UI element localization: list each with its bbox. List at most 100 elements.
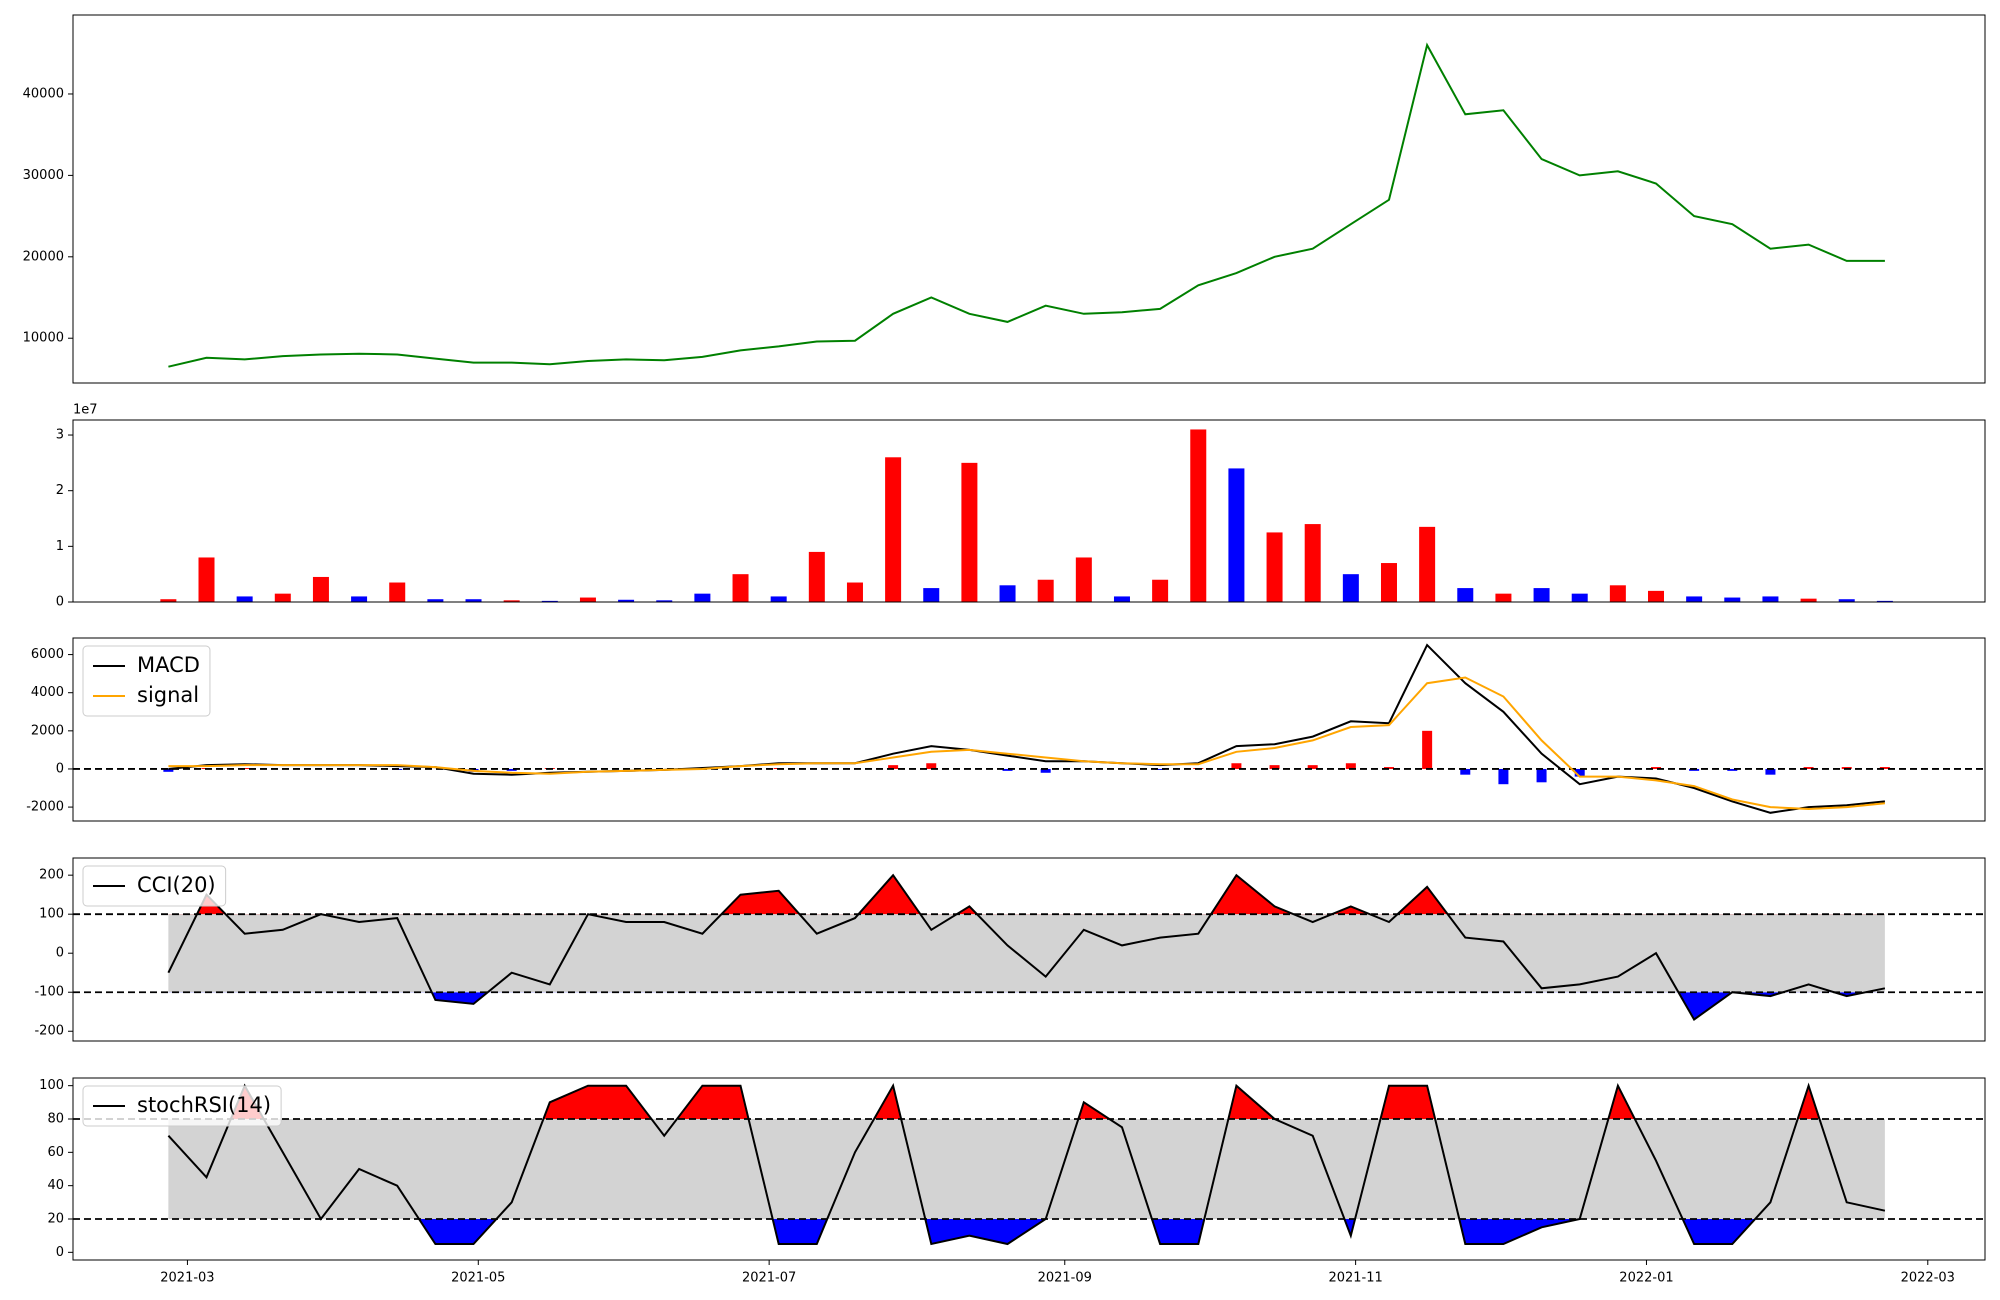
y-tick-label: -2000 [26, 800, 64, 815]
histogram-bar [1231, 763, 1242, 769]
volume-bar [618, 599, 635, 602]
volume-bar [1686, 596, 1703, 602]
histogram-bar [1574, 768, 1585, 777]
y-tick-label: 100 [39, 1078, 64, 1093]
y-tick-label: 6000 [31, 647, 64, 662]
oversold-fill [168, 1219, 1885, 1244]
axes-frame [72, 14, 1986, 384]
y-tick-label: 20 [47, 1212, 64, 1227]
axes-frame [72, 637, 1986, 822]
histogram-bar [1803, 767, 1814, 769]
volume-bar [1190, 429, 1207, 602]
volume-bar [427, 599, 444, 602]
x-tick-label: 2021-09 [1038, 1271, 1092, 1286]
series-line [167, 1082, 1886, 1246]
y-tick-label: 1 [56, 539, 64, 554]
x-tick-label: 2022-01 [1619, 1271, 1673, 1286]
histogram-bar [1536, 768, 1547, 783]
histogram-bar [1002, 768, 1013, 771]
oversold-fill [431, 992, 1866, 1020]
overbought-fill [168, 1085, 1885, 1119]
axes-frame [72, 1077, 1986, 1261]
histogram-bar [1040, 768, 1051, 773]
volume-bar [1571, 593, 1588, 602]
volume-bar [351, 596, 368, 602]
volume-bar [160, 599, 177, 602]
histogram-bar [926, 763, 937, 769]
x-tick-label: 2021-07 [742, 1271, 796, 1286]
histogram-bar [1307, 765, 1318, 769]
neutral-band [168, 914, 1885, 993]
histogram-bar [1422, 730, 1433, 769]
y-tick-label: 3 [56, 428, 64, 443]
x-tick-label: 2021-05 [451, 1271, 505, 1286]
y-tick-label: 40000 [23, 86, 64, 101]
y-tick-label: 4000 [31, 685, 64, 700]
x-tick-label: 2021-11 [1328, 1271, 1382, 1286]
y-tick-label: 100 [39, 907, 64, 922]
volume-bar [808, 551, 825, 602]
series-line [168, 676, 1885, 811]
histogram-bar [1383, 767, 1394, 769]
volume-bar [923, 588, 940, 602]
histogram-bar [1879, 767, 1890, 769]
volume-bar [1380, 563, 1397, 602]
histogram-bar [1345, 763, 1356, 769]
volume-bar [1075, 557, 1092, 602]
volume-bar [1266, 532, 1283, 602]
volume-bar [198, 557, 215, 602]
volume-bar [1800, 598, 1817, 602]
histogram-bar [1651, 767, 1662, 769]
volume-bar [999, 585, 1016, 602]
volume-bar [694, 593, 711, 602]
volume-bar [1533, 588, 1550, 602]
y-tick-label: 20000 [23, 249, 64, 264]
legend-box [82, 1085, 282, 1127]
volume-bar [1838, 599, 1855, 602]
volume-bar [312, 576, 329, 602]
histogram-bar [1841, 767, 1852, 769]
histogram-bar [888, 765, 899, 769]
y-tick-label: 0 [56, 1245, 64, 1260]
histogram-bar [1155, 768, 1166, 770]
y-tick-label: 80 [47, 1112, 64, 1127]
volume-bar [579, 597, 596, 602]
y-tick-label: 2000 [31, 723, 64, 738]
y-tick-label: 10000 [23, 331, 64, 346]
y-tick-label: 0 [56, 595, 64, 610]
volume-bar [732, 574, 749, 602]
y-tick-label: 60 [47, 1145, 64, 1160]
series-line [167, 873, 1886, 1021]
y-tick-label: 2 [56, 483, 64, 498]
x-tick-label: 2021-03 [160, 1271, 214, 1286]
volume-bar [1342, 574, 1359, 602]
legend-label: stochRSI(14) [137, 1093, 271, 1117]
volume-bar [1762, 596, 1779, 602]
volume-bar [1152, 579, 1169, 602]
histogram-bar [1727, 768, 1738, 771]
volume-bar [389, 582, 406, 602]
legend-label: MACD [137, 653, 200, 677]
histogram-bar [1765, 768, 1776, 775]
legend-box [82, 645, 211, 717]
volume-bar [1457, 588, 1474, 602]
histogram-bar [506, 768, 517, 771]
volume-bar [1648, 590, 1665, 602]
volume-bar [770, 596, 787, 602]
volume-bar [541, 600, 558, 602]
volume-bar [1037, 579, 1054, 602]
x-tick-label: 2022-03 [1901, 1271, 1955, 1286]
neutral-band [168, 1119, 1885, 1219]
histogram-bar [1498, 768, 1509, 785]
volume-bar [465, 599, 482, 602]
y-tick-label: 40 [47, 1178, 64, 1193]
histogram-bar [163, 768, 174, 772]
volume-bar [503, 600, 520, 602]
offset-label: 1e7 [73, 403, 98, 418]
volume-bar [236, 596, 253, 602]
volume-bar [961, 462, 978, 602]
volume-bar [1724, 597, 1741, 602]
volume-bar [846, 582, 863, 602]
y-tick-label: 0 [56, 761, 64, 776]
